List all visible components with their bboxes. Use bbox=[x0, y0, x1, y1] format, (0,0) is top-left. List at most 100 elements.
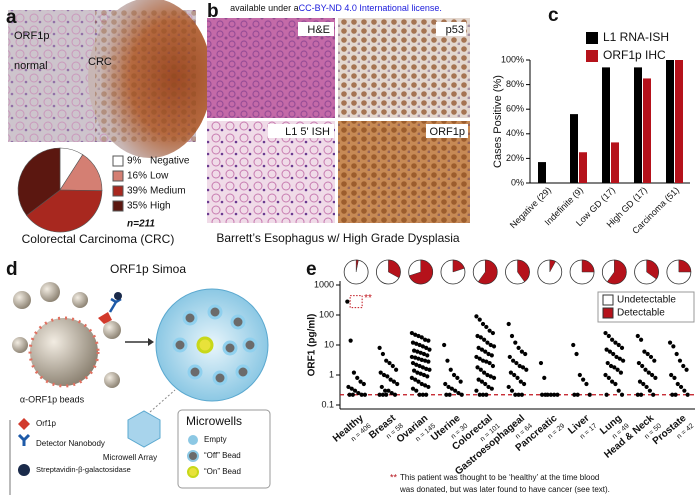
data-point bbox=[538, 360, 544, 366]
data-point bbox=[572, 392, 577, 397]
data-point bbox=[361, 381, 366, 387]
circle bbox=[187, 364, 203, 380]
data-point bbox=[350, 392, 355, 397]
data-point bbox=[475, 333, 480, 339]
data-point bbox=[603, 330, 608, 336]
circle bbox=[222, 340, 238, 356]
y-tick-label: 1 bbox=[329, 369, 334, 379]
data-point bbox=[379, 384, 384, 390]
data-point bbox=[358, 379, 363, 384]
data-point bbox=[577, 372, 582, 378]
data-point bbox=[349, 386, 354, 391]
arrow-head bbox=[148, 338, 154, 346]
data-point bbox=[548, 392, 553, 397]
circle bbox=[28, 316, 100, 388]
label-bg bbox=[426, 124, 468, 138]
data-point bbox=[387, 360, 392, 366]
crc-texture bbox=[95, 10, 196, 142]
circle bbox=[212, 370, 228, 386]
panel-label: c bbox=[548, 5, 559, 26]
data-point bbox=[516, 345, 521, 351]
data-point bbox=[391, 379, 397, 384]
data-point bbox=[520, 365, 526, 370]
note: n=211 bbox=[127, 219, 155, 230]
data-point bbox=[453, 388, 458, 393]
data-point bbox=[487, 328, 492, 333]
data-point bbox=[477, 317, 482, 322]
data-point bbox=[420, 344, 425, 349]
data-point bbox=[421, 372, 427, 378]
data-point bbox=[673, 392, 678, 397]
data-point bbox=[519, 392, 525, 397]
legend-swatch bbox=[602, 294, 614, 306]
data-point bbox=[645, 351, 650, 357]
data-point bbox=[409, 330, 414, 336]
array-icon bbox=[127, 410, 161, 448]
circle bbox=[182, 310, 198, 326]
data-point bbox=[518, 379, 523, 384]
data-point bbox=[640, 363, 645, 369]
image-label: L1 5' ISH bbox=[285, 126, 330, 138]
data-point bbox=[456, 390, 461, 396]
key-label: Orf1p bbox=[36, 419, 57, 428]
license-link[interactable]: CC-BY-ND 4.0 International license. bbox=[299, 3, 442, 13]
data-point bbox=[388, 377, 393, 382]
data-point bbox=[516, 392, 521, 397]
panel-label: b bbox=[207, 1, 219, 22]
data-point bbox=[395, 381, 400, 387]
data-point bbox=[685, 392, 690, 397]
data-point bbox=[653, 375, 658, 381]
data-point bbox=[523, 351, 528, 357]
y-tick-label: 60% bbox=[506, 104, 524, 114]
data-point bbox=[427, 367, 432, 372]
data-point bbox=[677, 358, 683, 363]
chart-title: Colorectal Carcinoma (CRC) bbox=[22, 232, 175, 246]
outlier-box bbox=[349, 295, 363, 309]
data-point bbox=[522, 381, 527, 387]
data-point bbox=[409, 375, 414, 381]
key-label: Detector Nanobody bbox=[36, 439, 105, 448]
legend-label: Low bbox=[150, 171, 169, 182]
data-point bbox=[478, 367, 483, 372]
data-point bbox=[490, 363, 496, 369]
data-point bbox=[394, 367, 399, 372]
data-point bbox=[474, 354, 479, 360]
data-point bbox=[587, 392, 592, 397]
wells bbox=[172, 304, 258, 386]
data-point bbox=[671, 344, 676, 349]
data-point bbox=[603, 372, 608, 378]
data-point bbox=[621, 358, 626, 363]
data-point bbox=[487, 360, 492, 366]
footnote-marker: ** bbox=[390, 472, 398, 482]
data-point bbox=[411, 368, 417, 373]
data-point bbox=[483, 349, 488, 354]
data-point bbox=[643, 367, 648, 372]
legend-swatch bbox=[112, 200, 124, 212]
label-bg bbox=[436, 22, 466, 36]
data-point bbox=[482, 370, 487, 375]
data-point bbox=[417, 363, 422, 369]
data-point bbox=[458, 379, 463, 384]
data-point bbox=[451, 372, 457, 378]
data-point bbox=[635, 392, 640, 397]
pie-slice bbox=[452, 259, 465, 273]
data-point bbox=[613, 381, 618, 387]
circle bbox=[40, 282, 60, 302]
data-point bbox=[449, 386, 454, 391]
data-point bbox=[415, 370, 420, 375]
diagram-title: ORF1p Simoa bbox=[110, 262, 186, 276]
circle bbox=[207, 304, 223, 320]
pie-slice bbox=[517, 259, 530, 283]
data-point bbox=[484, 359, 489, 364]
key-item: “On” Bead bbox=[204, 467, 241, 476]
data-point bbox=[519, 349, 525, 354]
pie-slice bbox=[408, 259, 433, 285]
data-point bbox=[542, 375, 547, 381]
data-point bbox=[424, 366, 429, 371]
data-point bbox=[488, 374, 493, 379]
orf1p-icon bbox=[18, 418, 30, 430]
data-point bbox=[414, 388, 419, 393]
data-point bbox=[377, 345, 382, 351]
data-point bbox=[426, 384, 431, 390]
data-point bbox=[614, 354, 619, 360]
